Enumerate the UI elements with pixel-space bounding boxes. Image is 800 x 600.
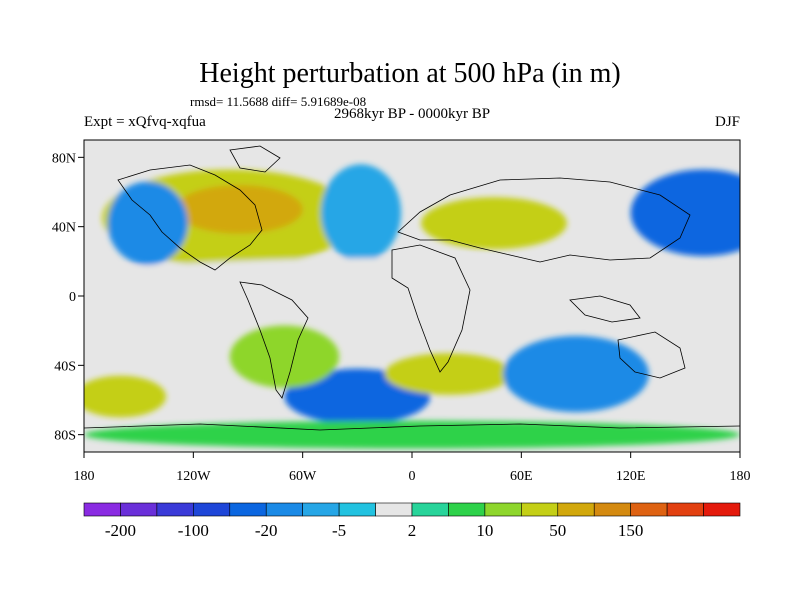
colorbar-label-4: 2: [408, 521, 417, 540]
field-region-central-pacific-low: [107, 181, 188, 265]
colorbar-swatch-9: [411, 502, 449, 517]
field-region-south-atlantic-high: [384, 353, 513, 395]
colorbar-swatch-16: [666, 502, 704, 517]
colorbar-swatch-7: [338, 502, 376, 517]
colorbar-swatch-2: [156, 502, 194, 517]
colorbar-label-1: -100: [178, 521, 209, 540]
colorbar-swatch-3: [193, 502, 231, 517]
y-tick-label-2: 0: [69, 290, 76, 305]
x-axis: 180 120W 60W 0 60E 120E 180: [74, 452, 751, 484]
field-region-southern-indian-low: [503, 335, 649, 413]
x-tick-label-0: 180: [74, 469, 95, 484]
y-tick-label-4: 80S: [54, 429, 76, 444]
colorbar-swatch-5: [265, 502, 303, 517]
stats-line: rmsd= 11.5688 diff= 5.91689e-08: [190, 94, 366, 109]
x-tick-label-2: 60W: [289, 469, 317, 484]
y-tick-label-0: 80N: [52, 151, 76, 166]
x-tick-label-1: 120W: [176, 469, 211, 484]
field-region-south-pacific-high: [84, 375, 166, 418]
field-region-south-america-high: [229, 325, 340, 388]
y-tick-label-1: 40N: [52, 221, 76, 236]
field-map: [84, 140, 740, 452]
experiment-label: Expt = xQfvq-xqfua: [84, 114, 206, 130]
colorbar-swatch-1: [120, 502, 158, 517]
colorbar-label-5: 10: [476, 521, 493, 540]
colorbar-swatch-10: [448, 502, 486, 517]
colorbar-swatch-0: [83, 502, 121, 517]
period-line: 2968kyr BP - 0000kyr BP: [334, 106, 490, 122]
x-tick-label-4: 60E: [510, 469, 533, 484]
field-region-antarctic-band: [84, 420, 740, 449]
colorbar-swatch-14: [593, 502, 631, 517]
colorbar: -200 -100 -20 -5 2 10 50 150: [83, 502, 741, 540]
colorbar-swatch-13: [557, 502, 595, 517]
field-region-north-atlantic-low: [320, 164, 402, 262]
x-tick-label-6: 180: [730, 469, 751, 484]
colorbar-label-0: -200: [105, 521, 136, 540]
colorbar-swatch-4: [229, 502, 267, 517]
field-region-eurasia-high: [421, 197, 567, 250]
colorbar-label-7: 150: [618, 521, 644, 540]
colorbar-swatch-15: [630, 502, 668, 517]
colorbar-swatch-8: [375, 502, 413, 517]
colorbar-swatch-17: [703, 502, 741, 517]
season-label: DJF: [715, 114, 740, 130]
colorbar-swatch-12: [521, 502, 559, 517]
colorbar-label-6: 50: [549, 521, 566, 540]
colorbar-swatch-11: [484, 502, 522, 517]
x-tick-label-3: 0: [409, 469, 416, 484]
x-tick-label-5: 120E: [616, 469, 646, 484]
field-region-tropical-band: [84, 257, 740, 300]
y-axis: 80N 40N 0 40S 80S: [52, 151, 84, 444]
field-region-north-america-core: [175, 185, 303, 234]
y-tick-label-3: 40S: [54, 359, 76, 374]
coastlines: [84, 145, 740, 431]
colorbar-swatch-6: [302, 502, 340, 517]
chart-title: Height perturbation at 500 hPa (in m): [199, 58, 620, 89]
colorbar-label-3: -5: [332, 521, 346, 540]
colorbar-label-2: -20: [255, 521, 278, 540]
field-region-north-pacific-low: [630, 169, 740, 257]
